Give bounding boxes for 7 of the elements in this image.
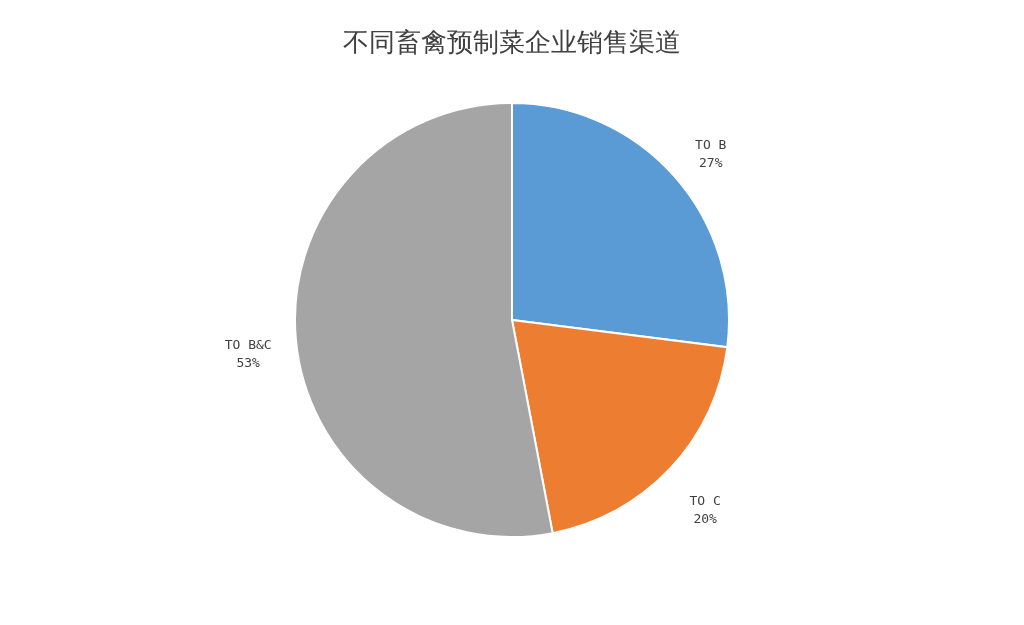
data-label: 20% (693, 511, 718, 527)
chart-title: 不同畜禽预制菜企业销售渠道 (343, 27, 681, 57)
slice-label: TO B (695, 136, 727, 152)
data-label: 27% (699, 154, 723, 170)
slice-label: TO B&C (224, 336, 272, 352)
slice-label: TO C (689, 493, 721, 509)
data-label: 53% (236, 354, 261, 370)
